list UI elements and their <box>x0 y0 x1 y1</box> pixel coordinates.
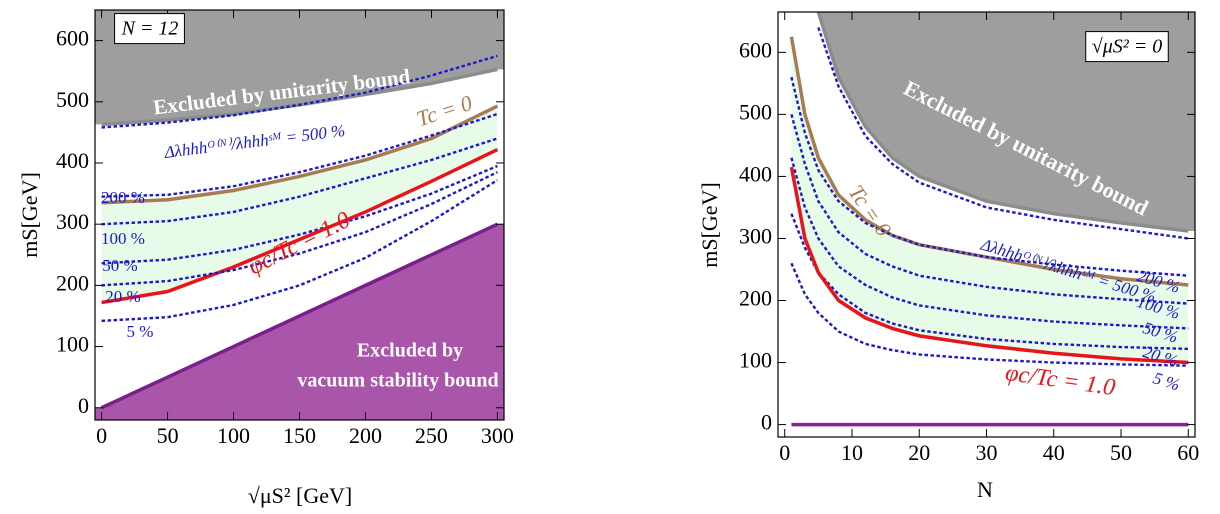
annotation: vacuum stability bound <box>297 370 498 392</box>
x-tick-label: 150 <box>283 423 316 448</box>
x-tick-label: 10 <box>841 440 863 465</box>
y-tick-label: 200 <box>56 270 89 295</box>
plot-area <box>778 12 1195 427</box>
y-tick-label: 400 <box>739 161 772 186</box>
shade <box>101 106 498 303</box>
curve <box>789 166 1189 365</box>
x-tick-label: 50 <box>157 423 179 448</box>
x-axis-label: N <box>977 477 993 502</box>
curve <box>790 157 1189 330</box>
y-tick-label: 300 <box>56 209 89 234</box>
annotation: 5 % <box>1151 368 1182 394</box>
annotation: 20 % <box>105 287 140 306</box>
curve <box>101 112 498 198</box>
annotation-box <box>114 13 185 45</box>
y-tick-label: 200 <box>739 286 772 311</box>
x-tick-label: 100 <box>217 423 250 448</box>
y-tick-label: 100 <box>739 348 772 373</box>
x-tick-label: 60 <box>1177 440 1199 465</box>
annotation: Δλhhhᴼ⁽ᴺ⁾/λhhhˢᴹ = 500 % <box>162 121 346 162</box>
curve <box>101 147 499 305</box>
curve <box>790 114 1189 305</box>
x-tick-label: 200 <box>349 423 382 448</box>
y-tick-label: 0 <box>761 410 772 435</box>
annotation: φc/Tc = 1.0 <box>1004 360 1117 401</box>
annotation-box <box>1085 31 1169 63</box>
x-axis-label: √μS² [GeV] <box>248 483 352 508</box>
y-tick-label: 500 <box>56 87 89 112</box>
y-tick-label: 400 <box>56 148 89 173</box>
region-fill <box>95 224 504 420</box>
y-tick-label: 0 <box>78 393 89 418</box>
y-axis-label: mS[GeV] <box>17 172 42 258</box>
region-fill <box>778 12 1195 232</box>
curve <box>817 27 1189 240</box>
curve <box>101 104 499 205</box>
shade <box>791 36 1189 363</box>
curve <box>790 76 1189 277</box>
annotation: Excluded by <box>357 340 463 362</box>
curve <box>101 54 498 129</box>
region-fill <box>95 10 504 125</box>
annotation: N = 12 <box>121 18 179 40</box>
annotation: 100 % <box>101 229 145 248</box>
y-tick-label: 100 <box>56 332 89 357</box>
x-tick-label: 0 <box>779 440 790 465</box>
curve <box>101 164 498 265</box>
curve <box>790 262 1189 367</box>
x-tick-label: 0 <box>96 423 107 448</box>
y-tick-label: 600 <box>739 37 772 62</box>
x-tick-label: 50 <box>1110 440 1132 465</box>
x-tick-label: 40 <box>1043 440 1065 465</box>
x-tick-label: 20 <box>908 440 930 465</box>
annotation: 50 % <box>102 256 137 275</box>
y-axis-label: mS[GeV] <box>697 182 722 268</box>
curve <box>101 137 498 226</box>
x-tick-label: 300 <box>481 423 514 448</box>
y-tick-label: 600 <box>56 26 89 51</box>
curve <box>100 222 499 410</box>
curve <box>816 12 1189 233</box>
x-tick-label: 30 <box>976 440 998 465</box>
annotation: √μS² = 0 <box>1092 36 1163 58</box>
y-tick-label: 500 <box>739 99 772 124</box>
plot-area <box>95 10 504 420</box>
curve <box>101 179 499 323</box>
x-tick-label: 250 <box>415 423 448 448</box>
annotation: 5 % <box>127 322 154 341</box>
y-tick-label: 300 <box>739 224 772 249</box>
annotation: 200 % <box>101 188 145 207</box>
curve <box>101 171 498 287</box>
